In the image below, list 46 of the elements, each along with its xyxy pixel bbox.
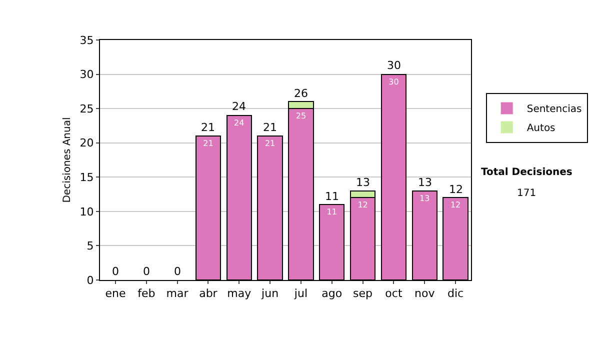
- data-label: 21: [264, 139, 276, 148]
- y-axis-title: Decisiones Anual: [62, 117, 73, 203]
- y-tick-label: 30: [80, 68, 94, 82]
- data-label: 24: [234, 118, 244, 128]
- x-tick-label: mar: [166, 287, 189, 300]
- y-tick-label: 35: [80, 34, 94, 47]
- x-tick-label: ene: [105, 287, 126, 300]
- total-label: 13: [418, 176, 432, 189]
- total-label: 0: [112, 265, 119, 278]
- data-label: 25: [296, 112, 306, 121]
- total-label: 12: [449, 183, 463, 196]
- total-label: 21: [201, 121, 215, 134]
- total-label: 0: [143, 265, 150, 278]
- y-tick-label: 10: [80, 205, 94, 218]
- total-label: 30: [387, 59, 401, 72]
- legend-label: Sentencias: [526, 104, 582, 116]
- total-label: 24: [232, 100, 246, 113]
- total-label: 21: [263, 121, 277, 134]
- data-label: 21: [203, 139, 214, 148]
- total-label: 26: [294, 87, 308, 100]
- x-tick-label: feb: [138, 287, 156, 300]
- data-label: 12: [358, 200, 368, 210]
- x-tick-label: jun: [260, 287, 279, 300]
- x-tick-label: abr: [199, 287, 218, 300]
- y-tick-label: 20: [80, 136, 94, 150]
- x-tick-label: nov: [414, 287, 436, 300]
- y-tick-label: 5: [86, 240, 94, 253]
- total-label: 0: [174, 265, 181, 278]
- total-label: 13: [356, 176, 370, 189]
- text: Total Decisiones: [481, 167, 572, 178]
- y-tick-label: 0: [86, 274, 94, 287]
- x-tick-label: oct: [385, 287, 403, 300]
- data-label: 12: [450, 200, 461, 210]
- x-tick-label: may: [227, 287, 252, 300]
- data-label: 30: [388, 77, 399, 86]
- y-tick-label: 15: [80, 170, 94, 184]
- data-label: 13: [420, 194, 430, 203]
- x-tick-label: sep: [353, 287, 373, 300]
- text: 171: [517, 188, 536, 199]
- x-tick-label: dic: [447, 287, 464, 300]
- x-tick-label: ago: [322, 287, 342, 300]
- y-tick-label: 25: [80, 102, 94, 116]
- legend-label: Autos: [526, 123, 556, 134]
- data-label: 11: [326, 208, 337, 217]
- x-tick-label: jul: [293, 287, 308, 300]
- total-label: 11: [325, 190, 339, 203]
